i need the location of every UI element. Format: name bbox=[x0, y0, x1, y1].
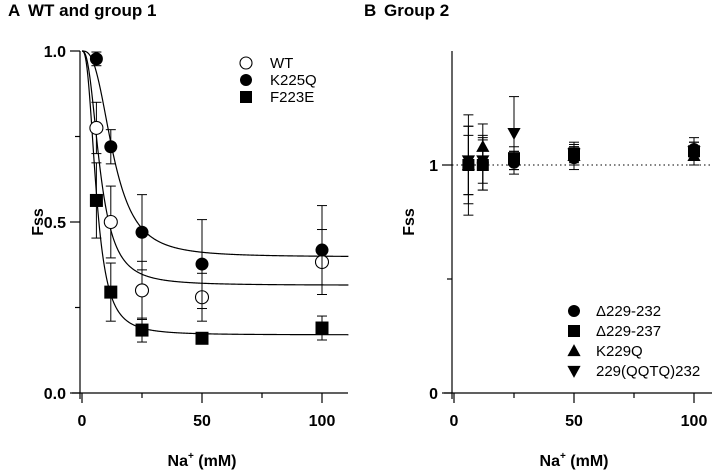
x-label-main: Na bbox=[168, 453, 189, 470]
data-point bbox=[507, 127, 521, 140]
data-point bbox=[103, 214, 118, 230]
series-229-qqtq-232 bbox=[461, 96, 701, 196]
panel-a-plot-area bbox=[81, 50, 349, 345]
legend-item-229-232: Δ229-232 bbox=[568, 303, 661, 320]
panel-b-y-axis-label: Fss bbox=[401, 208, 418, 236]
data-point bbox=[134, 283, 150, 298]
legend-item-k229q: K229Q bbox=[567, 343, 643, 360]
legend-label: K229Q bbox=[596, 343, 643, 360]
x-label-unit: (mM) bbox=[566, 453, 609, 470]
legend-item-k225q: K225Q bbox=[240, 72, 317, 89]
legend-item-229-qqtq-232: 229(QQTQ)232 bbox=[567, 363, 700, 380]
legend-marker bbox=[239, 56, 253, 70]
panel-b-letter: B bbox=[364, 1, 376, 20]
data-point bbox=[89, 120, 104, 135]
legend-marker bbox=[568, 325, 580, 337]
y-tick-label: 0.5 bbox=[44, 215, 66, 232]
y-tick-label: 1 bbox=[429, 158, 438, 175]
x-label-unit: (mM) bbox=[194, 453, 237, 470]
x-label-main: Na bbox=[540, 453, 561, 470]
legend-label: F223E bbox=[270, 89, 314, 106]
data-point bbox=[461, 155, 475, 168]
x-tick-label: 50 bbox=[193, 413, 211, 430]
series-k229q bbox=[461, 123, 701, 196]
legend-marker bbox=[567, 365, 581, 378]
legend-item-wt: WT bbox=[239, 55, 293, 72]
panel-b-plot-area bbox=[452, 96, 712, 216]
data-point bbox=[476, 155, 490, 168]
y-tick-label: 1.0 bbox=[44, 44, 66, 61]
data-point bbox=[195, 257, 209, 271]
data-point bbox=[315, 243, 329, 257]
legend-label: WT bbox=[270, 55, 293, 72]
data-point bbox=[104, 140, 118, 154]
fit-curve-f223e bbox=[81, 50, 349, 336]
data-point bbox=[195, 331, 209, 345]
data-point bbox=[104, 285, 118, 299]
legend-label: Δ229-232 bbox=[596, 303, 661, 320]
panel-b: B Group 2 Fss Na+ (mM) 0 1 0 50 100 Δ229-232… bbox=[364, 1, 712, 470]
data-point bbox=[315, 321, 329, 335]
fit-curve-wt bbox=[81, 50, 349, 286]
panel-a-axes: 0.0 0.5 1.0 0 50 100 bbox=[44, 44, 348, 430]
legend-item-f223e: F223E bbox=[240, 89, 314, 106]
fit-curve-k225q bbox=[82, 50, 349, 257]
panel-b-legend: Δ229-232 Δ229-237 K229Q 229(QQTQ)232 bbox=[567, 303, 700, 380]
legend-marker bbox=[240, 74, 252, 86]
legend-item-229-237: Δ229-237 bbox=[568, 323, 661, 340]
panel-a-y-axis-label: Fss bbox=[30, 208, 47, 236]
legend-marker bbox=[568, 305, 580, 317]
legend-label: 229(QQTQ)232 bbox=[596, 363, 700, 380]
y-tick-label: 0 bbox=[429, 386, 438, 403]
x-tick-label: 0 bbox=[78, 413, 87, 430]
y-tick-label: 0.0 bbox=[44, 386, 66, 403]
x-tick-label: 0 bbox=[450, 413, 459, 430]
data-point bbox=[135, 225, 149, 239]
legend-label: K225Q bbox=[270, 72, 317, 89]
panel-a: A WT and group 1 Fss Na+ (mM) 0.00.51.00… bbox=[8, 1, 349, 470]
panel-b-axes: 0 1 0 50 100 bbox=[429, 51, 712, 430]
panel-a-letter: A bbox=[8, 1, 20, 20]
legend-marker bbox=[567, 344, 581, 357]
series-k225q bbox=[89, 51, 329, 310]
x-label-superscript: + bbox=[560, 451, 566, 462]
data-point bbox=[89, 52, 103, 66]
x-label-superscript: + bbox=[188, 451, 194, 462]
panel-a-title: WT and group 1 bbox=[28, 1, 156, 20]
panel-b-x-axis-label: Na+ (mM) bbox=[540, 451, 609, 470]
panel-a-x-axis-label: Na+ (mM) bbox=[168, 451, 237, 470]
series-wt bbox=[89, 101, 330, 322]
x-tick-label: 50 bbox=[565, 413, 583, 430]
data-point bbox=[89, 193, 103, 207]
series-f223e bbox=[89, 162, 329, 345]
legend-label: Δ229-237 bbox=[596, 323, 661, 340]
data-point bbox=[567, 148, 581, 161]
x-tick-label: 100 bbox=[309, 413, 336, 430]
data-point bbox=[135, 323, 149, 337]
x-tick-label: 100 bbox=[681, 413, 708, 430]
data-point bbox=[687, 146, 701, 159]
legend-marker bbox=[240, 91, 252, 103]
panel-b-title: Group 2 bbox=[384, 1, 449, 20]
